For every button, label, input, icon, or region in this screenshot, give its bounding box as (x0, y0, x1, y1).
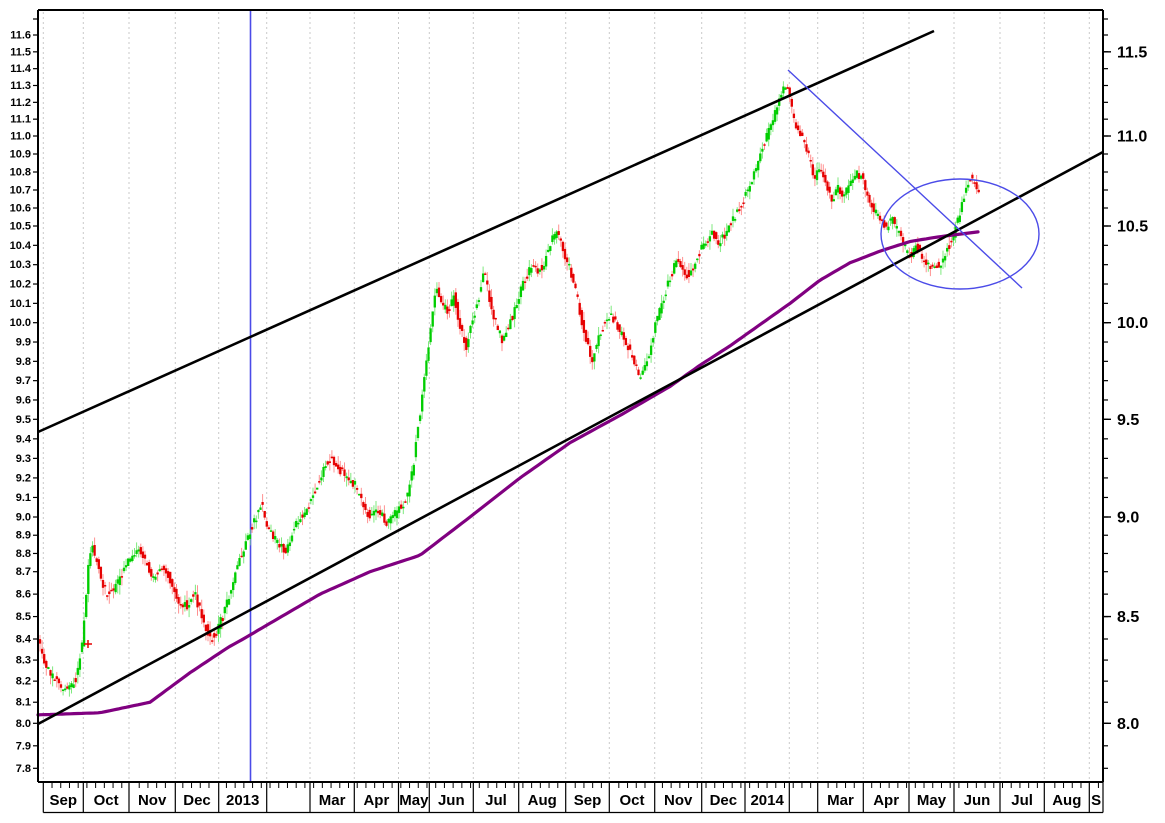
svg-text:May: May (399, 792, 429, 809)
svg-text:10.3: 10.3 (10, 259, 31, 271)
svg-text:10.7: 10.7 (10, 185, 31, 197)
svg-text:8.2: 8.2 (16, 676, 31, 688)
svg-text:8.9: 8.9 (16, 530, 31, 542)
svg-text:Jul: Jul (485, 792, 507, 809)
svg-text:9.0: 9.0 (1117, 510, 1139, 527)
svg-text:8.0: 8.0 (16, 718, 31, 730)
svg-text:8.6: 8.6 (16, 589, 31, 601)
svg-text:Nov: Nov (664, 792, 693, 809)
svg-text:11.1: 11.1 (10, 114, 31, 126)
svg-text:Mar: Mar (827, 792, 854, 809)
ellipse-annotation (880, 178, 1040, 290)
upper-channel-line (37, 29, 935, 434)
svg-text:10.9: 10.9 (10, 149, 31, 161)
svg-text:10.0: 10.0 (10, 317, 31, 329)
svg-text:10.4: 10.4 (10, 240, 32, 252)
svg-text:10.2: 10.2 (10, 279, 31, 291)
svg-text:2013: 2013 (226, 792, 259, 809)
svg-text:8.1: 8.1 (16, 697, 31, 709)
svg-text:Dec: Dec (183, 792, 211, 809)
svg-text:Nov: Nov (138, 792, 167, 809)
month-labels: Sep Oct Nov Dec 2013 Mar Apr May Jun Jul Aug Sep Oct… (50, 792, 1102, 809)
svg-text:9.8: 9.8 (16, 356, 31, 368)
svg-text:11.5: 11.5 (1117, 44, 1147, 61)
svg-text:8.8: 8.8 (16, 548, 31, 560)
svg-text:9.0: 9.0 (16, 512, 31, 524)
svg-text:8.3: 8.3 (16, 655, 31, 667)
svg-text:8.0: 8.0 (1117, 716, 1139, 733)
svg-text:Apr: Apr (363, 792, 389, 809)
svg-text:9.1: 9.1 (16, 492, 31, 504)
svg-text:S: S (1091, 792, 1101, 809)
svg-text:9.5: 9.5 (1117, 412, 1139, 429)
svg-text:9.4: 9.4 (16, 433, 32, 445)
svg-text:9.9: 9.9 (16, 337, 31, 349)
down-trendline (787, 69, 1023, 289)
svg-text:10.5: 10.5 (10, 221, 31, 233)
svg-text:8.5: 8.5 (16, 611, 31, 623)
svg-text:8.5: 8.5 (1117, 609, 1139, 626)
svg-text:Sep: Sep (574, 792, 602, 809)
svg-text:Dec: Dec (710, 792, 738, 809)
svg-text:Mar: Mar (319, 792, 346, 809)
svg-text:11.0: 11.0 (10, 131, 31, 143)
svg-text:10.6: 10.6 (10, 203, 31, 215)
svg-text:May: May (917, 792, 947, 809)
svg-text:11.6: 11.6 (10, 30, 31, 42)
svg-text:8.7: 8.7 (16, 566, 31, 578)
svg-text:2014: 2014 (750, 792, 784, 809)
svg-text:Jun: Jun (438, 792, 465, 809)
lower-channel-line (37, 150, 1104, 726)
time-axis (42, 782, 1104, 813)
svg-text:Oct: Oct (94, 792, 119, 809)
svg-text:9.5: 9.5 (16, 414, 31, 426)
svg-text:8.4: 8.4 (16, 634, 32, 646)
candles-layer (38, 81, 980, 697)
svg-text:11.2: 11.2 (10, 97, 31, 109)
svg-text:7.9: 7.9 (16, 740, 31, 752)
svg-text:7.8: 7.8 (16, 763, 31, 775)
svg-text:9.7: 9.7 (16, 375, 31, 387)
svg-text:11.5: 11.5 (10, 46, 31, 58)
svg-text:11.4: 11.4 (10, 63, 32, 75)
svg-text:9.3: 9.3 (16, 453, 31, 465)
svg-text:Jun: Jun (964, 792, 991, 809)
svg-text:11.0: 11.0 (1117, 129, 1147, 146)
svg-text:Apr: Apr (873, 792, 899, 809)
right-price-axis: 11.5 11.0 10.5 10.0 9.5 9.0 8.5 8.0 (1103, 18, 1148, 769)
svg-text:Sep: Sep (50, 792, 78, 809)
svg-text:Oct: Oct (619, 792, 644, 809)
svg-text:Jul: Jul (1011, 792, 1033, 809)
svg-text:9.6: 9.6 (16, 394, 31, 406)
plot-border (37, 9, 1104, 814)
svg-text:10.8: 10.8 (10, 167, 31, 179)
left-price-axis: 11.6 11.5 11.4 11.3 11.2 11.1 11.0 10.9 10.8 10.7… (10, 18, 38, 775)
svg-text:Aug: Aug (1052, 792, 1081, 809)
svg-text:10.1: 10.1 (10, 298, 31, 310)
svg-text:10.0: 10.0 (1117, 315, 1148, 332)
moving-average-line (36, 230, 980, 717)
svg-text:9.2: 9.2 (16, 472, 31, 484)
month-gridlines (42, 12, 1090, 781)
svg-text:11.3: 11.3 (10, 80, 31, 92)
svg-text:10.5: 10.5 (1117, 219, 1148, 236)
svg-text:Aug: Aug (528, 792, 557, 809)
cross-marker (84, 640, 92, 648)
